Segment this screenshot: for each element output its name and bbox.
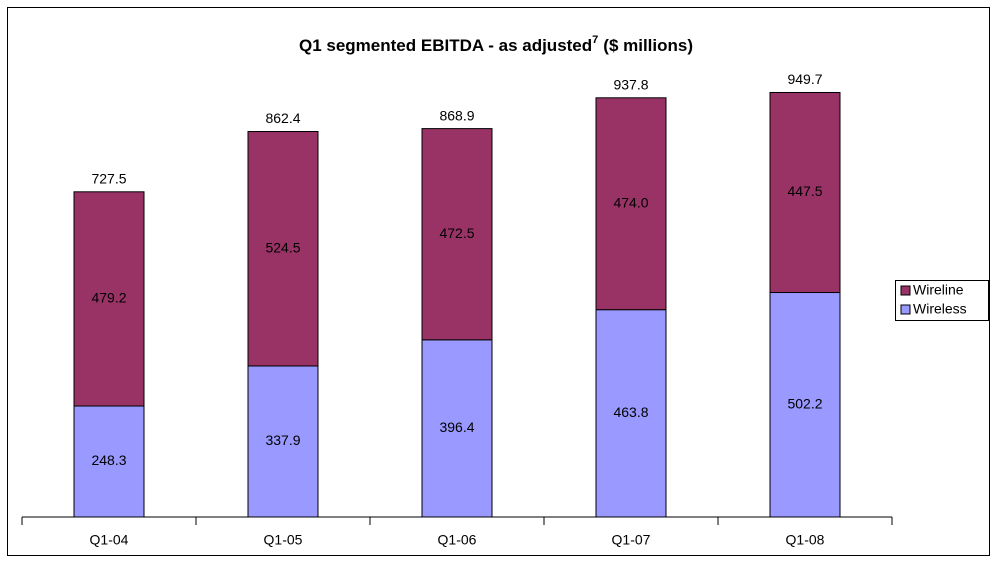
x-tick-label: Q1-08 xyxy=(786,532,825,548)
x-tick-label: Q1-04 xyxy=(90,532,129,548)
data-label: 447.5 xyxy=(787,183,822,199)
data-label: 502.2 xyxy=(787,395,822,411)
title-unit: ($ millions) xyxy=(603,36,693,55)
bar-segment xyxy=(247,131,319,367)
bar-segment xyxy=(73,405,145,518)
bar-segment xyxy=(421,128,493,341)
bar-segment xyxy=(247,365,319,518)
data-label: 472.5 xyxy=(439,225,474,241)
data-label: 337.9 xyxy=(265,432,300,448)
data-label: 479.2 xyxy=(91,290,126,306)
title-main: Q1 segmented EBITDA - as adjusted xyxy=(299,36,592,55)
chart-title: Q1 segmented EBITDA - as adjusted7 ($ mil… xyxy=(299,34,693,56)
chart-border xyxy=(7,7,990,556)
data-label: 524.5 xyxy=(265,239,300,255)
bar-segment xyxy=(73,191,145,407)
data-label: 474.0 xyxy=(613,194,648,210)
legend-box xyxy=(895,280,989,321)
total-label: 727.5 xyxy=(91,171,126,187)
title-superscript: 7 xyxy=(592,34,598,46)
bar-segment xyxy=(595,309,667,518)
bar-segment xyxy=(595,97,667,311)
legend-label: Wireline xyxy=(913,282,964,298)
total-label: 868.9 xyxy=(439,107,474,123)
data-label: 396.4 xyxy=(439,419,474,435)
bar-segment xyxy=(769,91,841,294)
total-label: 937.8 xyxy=(613,77,648,93)
data-label: 248.3 xyxy=(91,452,126,468)
total-label: 949.7 xyxy=(787,71,822,87)
legend-swatch xyxy=(900,285,911,296)
x-tick-label: Q1-06 xyxy=(438,532,477,548)
bar-segment xyxy=(421,339,493,518)
bar-segment xyxy=(769,292,841,518)
total-label: 862.4 xyxy=(265,110,300,126)
legend-label: Wireless xyxy=(913,301,967,317)
x-tick-label: Q1-05 xyxy=(264,532,303,548)
data-label: 463.8 xyxy=(613,404,648,420)
x-tick-label: Q1-07 xyxy=(612,532,651,548)
legend-swatch xyxy=(900,304,911,315)
